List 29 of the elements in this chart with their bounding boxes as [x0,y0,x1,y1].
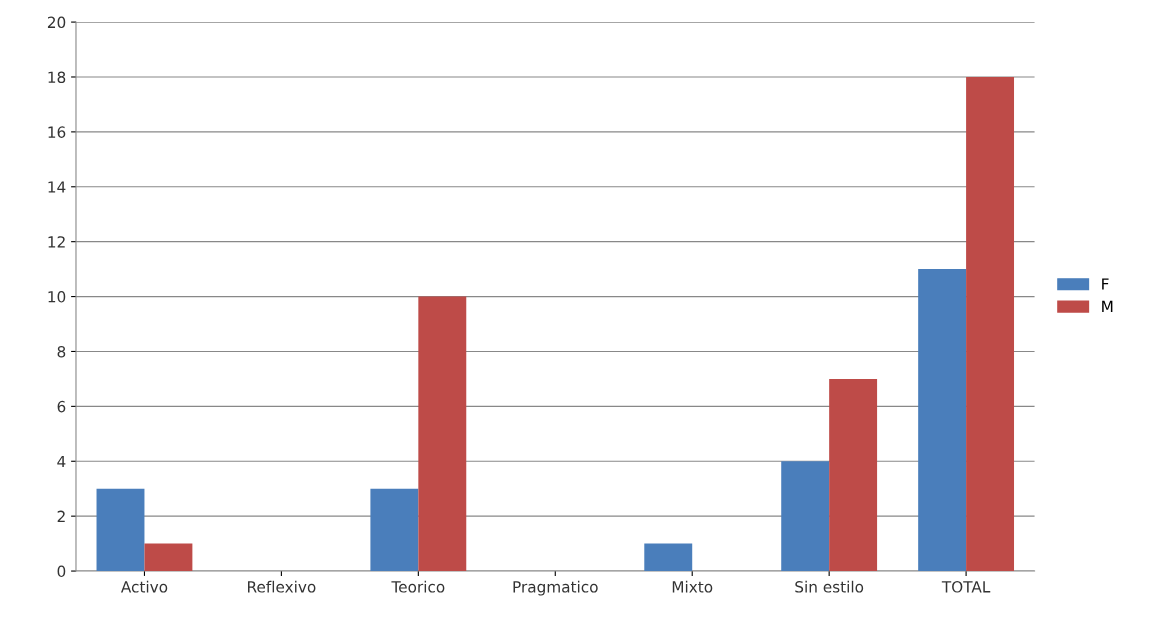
y-tick-label: 18 [48,71,66,83]
x-tick-label: Pragmatico [513,580,598,596]
x-tick-label: Activo [120,580,168,593]
y-tick-label: 8 [57,345,66,358]
bar [918,269,967,572]
bar [418,296,467,572]
y-tick-label: 20 [47,16,66,29]
y-tick-label: 4 [57,455,66,468]
y-tick-label: 2 [57,510,65,522]
y-tick-label: 12 [48,236,65,248]
bar [966,76,1015,572]
y-tick-label: 0 [57,565,66,578]
legend-label: F [1102,278,1109,290]
y-tick-label: 10 [48,291,66,303]
y-tick-label: 16 [48,126,66,138]
bar [829,378,878,572]
x-tick-label: Sin estilo [795,580,864,593]
bar [644,543,693,572]
legend-label: M [1102,300,1113,312]
x-tick-label: Mixto [672,580,713,593]
bar [144,543,193,572]
y-tick-label: 14 [48,181,66,193]
bar [370,488,419,572]
x-tick-label: Reflexivo [248,580,316,593]
y-tick-label: 6 [57,400,66,413]
x-tick-label: TOTAL [941,581,991,593]
bar [781,461,830,572]
x-tick-label: Teorico [391,580,445,593]
bar [96,488,145,572]
